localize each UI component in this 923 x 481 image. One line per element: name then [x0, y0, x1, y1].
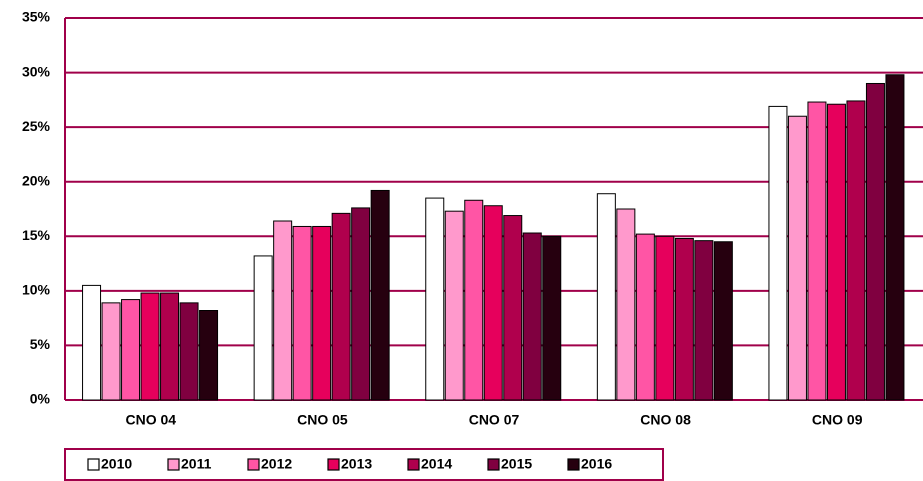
legend-swatch — [327, 458, 340, 471]
bar — [826, 103, 846, 401]
bar — [655, 235, 675, 401]
legend-swatch — [487, 458, 500, 471]
y-tick-label: 30% — [22, 63, 51, 79]
x-tick-label: CNO 09 — [812, 412, 863, 428]
bar — [444, 210, 464, 401]
bar — [542, 235, 562, 401]
y-tick-label: 0% — [30, 391, 51, 407]
bar — [179, 302, 199, 401]
bar — [82, 284, 102, 401]
bar — [425, 197, 445, 401]
bar — [160, 292, 180, 401]
bar — [846, 100, 866, 401]
y-tick-label: 35% — [22, 9, 51, 25]
bar — [199, 310, 219, 401]
legend-swatch — [567, 458, 580, 471]
legend-swatch — [247, 458, 260, 471]
y-tick-label: 10% — [22, 282, 51, 298]
legend-swatch — [407, 458, 420, 471]
legend-box — [64, 448, 664, 481]
legend-label: 2014 — [421, 456, 452, 472]
legend-label: 2012 — [261, 456, 292, 472]
bar — [596, 193, 616, 401]
legend-label: 2016 — [581, 456, 612, 472]
bar — [483, 205, 503, 401]
y-tick-label: 25% — [22, 118, 51, 134]
bar — [674, 237, 694, 401]
legend-label: 2011 — [181, 456, 212, 472]
legend-label: 2010 — [101, 456, 132, 472]
bar — [635, 233, 655, 401]
bar — [331, 212, 351, 401]
y-tick-label: 15% — [22, 227, 51, 243]
bar — [253, 255, 273, 401]
x-tick-label: CNO 08 — [640, 412, 691, 428]
bar — [694, 240, 714, 401]
bar — [292, 225, 312, 401]
bar — [865, 82, 885, 401]
legend-swatch — [167, 458, 180, 471]
bar — [787, 115, 807, 401]
bar — [713, 241, 733, 401]
bar — [140, 292, 160, 401]
legend-swatch — [87, 458, 100, 471]
legend-label: 2015 — [501, 456, 532, 472]
bar — [807, 101, 827, 401]
x-tick-label: CNO 07 — [469, 412, 520, 428]
bar — [464, 199, 484, 401]
bar — [351, 207, 371, 401]
bar — [121, 299, 141, 401]
x-tick-label: CNO 04 — [126, 412, 177, 428]
bar — [885, 74, 905, 401]
bar — [370, 189, 390, 401]
bar — [616, 208, 636, 401]
bar — [503, 215, 523, 401]
y-tick-label: 20% — [22, 172, 51, 188]
bar — [101, 302, 121, 401]
bar — [768, 105, 788, 401]
legend-label: 2013 — [341, 456, 372, 472]
bar — [273, 220, 293, 401]
bar — [312, 225, 332, 401]
y-tick-label: 5% — [30, 336, 51, 352]
bar — [522, 232, 542, 401]
x-tick-label: CNO 05 — [297, 412, 348, 428]
